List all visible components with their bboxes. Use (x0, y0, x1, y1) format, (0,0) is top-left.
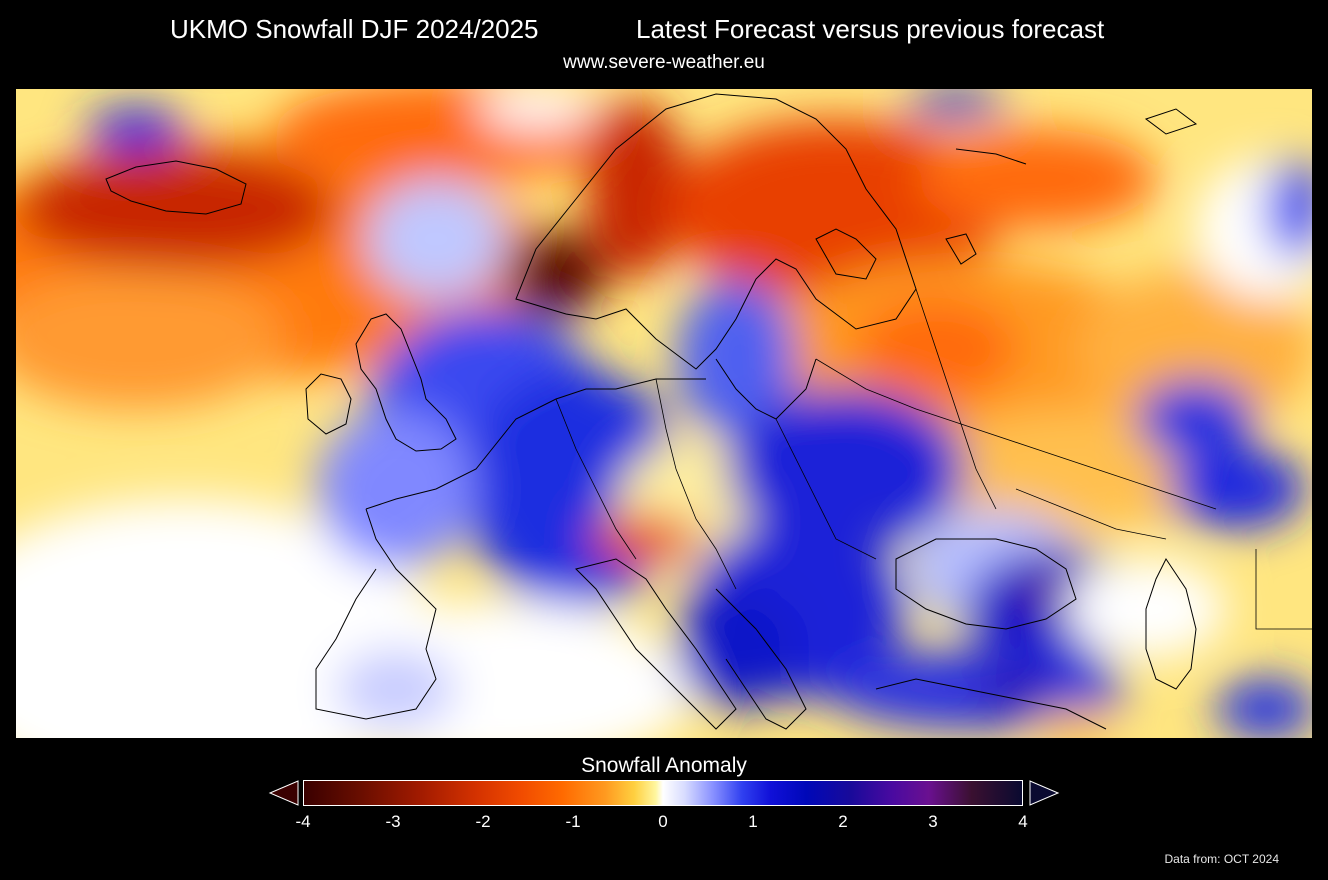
data-source-note: Data from: OCT 2024 (1164, 852, 1280, 866)
colorbar-max-arrow (1029, 780, 1060, 806)
colorbar-tick-label: 2 (838, 812, 848, 831)
colorbar-tick-labels: -4 -3 -2 -1 0 1 2 3 4 (295, 812, 1027, 836)
colorbar-tick-label: 3 (928, 812, 938, 831)
map-title: UKMO Snowfall DJF 2024/2025 (170, 14, 539, 44)
colorbar-gradient (303, 780, 1023, 806)
colorbar (268, 778, 1060, 808)
colorbar-tick-label: 0 (658, 812, 668, 831)
coastlines (105, 93, 1312, 730)
colorbar-tick-label: 4 (1018, 812, 1028, 831)
colorbar-min-arrow (268, 780, 299, 806)
colorbar-arrows (268, 780, 1060, 806)
title-row: UKMO Snowfall DJF 2024/2025 Latest Forec… (0, 14, 1328, 50)
colorbar-tick-label: -1 (565, 812, 581, 831)
legend-title: Snowfall Anomaly (581, 754, 747, 777)
colorbar-tick-label: 1 (748, 812, 758, 831)
colorbar-tick-label: -4 (295, 812, 311, 831)
website-url: www.severe-weather.eu (563, 52, 765, 73)
colorbar-tick-label: -2 (475, 812, 491, 831)
map-canvas (16, 89, 1312, 738)
colorbar-ticks (303, 780, 1023, 806)
snowfall-anomaly-map (16, 89, 1312, 738)
map-title-comparison: Latest Forecast versus previous forecast (636, 14, 1105, 44)
anomaly-field (16, 89, 1312, 738)
colorbar-tick-label: -3 (385, 812, 401, 831)
